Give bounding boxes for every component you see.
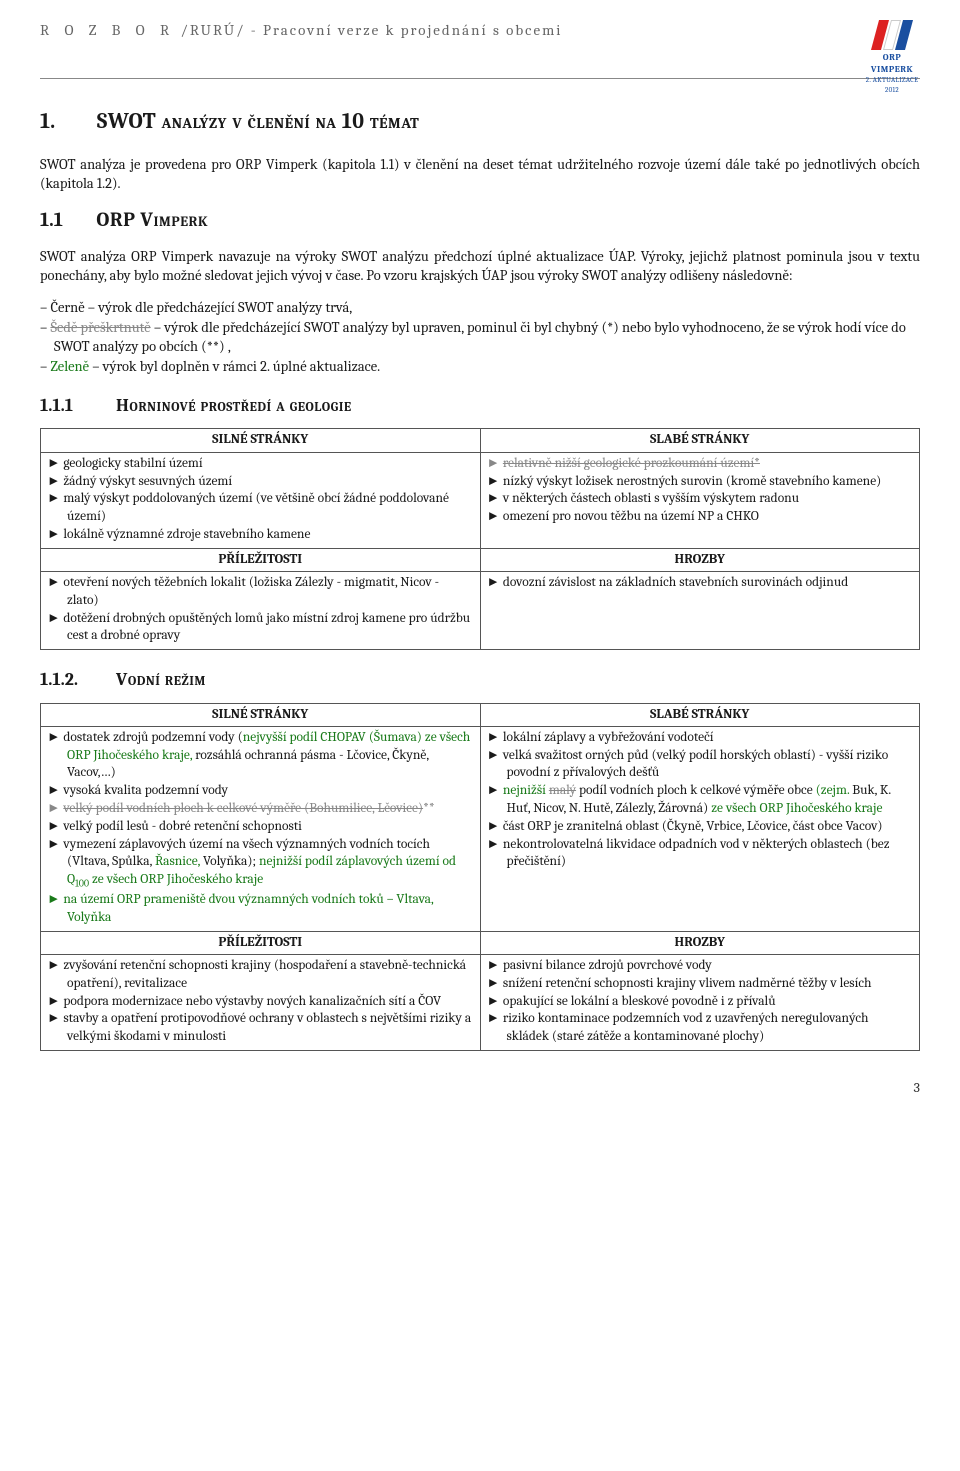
heading-1-1-2-num: 1.1.2. — [40, 668, 112, 692]
swot-list-item: omezení pro novou těžbu na území NP a CH… — [487, 508, 914, 526]
orp-dash-3: – Zeleně – výrok byl doplněn v rámci 2. … — [40, 357, 920, 377]
page-header: R O Z B O R /RURÚ/ - Pracovní verze k pr… — [40, 20, 920, 79]
intro-paragraph: SWOT analýza je provedena pro ORP Vimper… — [40, 155, 920, 194]
heading-1-1-1-text: Horninové prostředí a geologie — [116, 395, 352, 416]
swot-list-item: pasivní bilance zdrojů povrchové vody — [487, 957, 914, 975]
swot-list-item: snížení retenční schopnosti krajiny vliv… — [487, 975, 914, 993]
swot-111-cell-o: otevření nových těžebních lokalit (ložis… — [41, 571, 481, 649]
swot-112-cell-o: zvyšování retenční schopnosti krajiny (h… — [41, 954, 481, 1050]
orp-dash-3-pre: – — [40, 358, 50, 375]
swot-list-item: malý výskyt poddolovaných území (ve větš… — [47, 490, 474, 526]
orp-dash-3-green: Zeleně — [50, 358, 89, 375]
orp-dash-2-strike: Šedě přeškrtnutě — [50, 319, 150, 336]
swot-list-item: zvyšování retenční schopnosti krajiny (h… — [47, 957, 474, 993]
swot-111-cell-t: dovozní závislost na základních stavební… — [480, 571, 920, 649]
swot-list-item: geologicky stabilní území — [47, 455, 474, 473]
logo-line1: ORP VIMPERK — [864, 52, 920, 76]
orp-dash-2-pre: – — [40, 319, 50, 336]
swot-list-item: velký podíl vodních ploch k celkové výmě… — [47, 800, 474, 818]
swot-list-item: velká svažitost orných půd (velký podíl … — [487, 747, 914, 783]
swot-111-cell-s: geologicky stabilní územížádný výskyt se… — [41, 452, 481, 548]
swot-list-item: dostatek zdrojů podzemní vody (nejvyšší … — [47, 729, 474, 782]
swot-list-item: relativně nižší geologické prozkoumání ú… — [487, 455, 914, 473]
orp-dash-2: – Šedě přeškrtnutě – výrok dle předcháze… — [40, 318, 920, 357]
heading-1-1-text: ORP Vimperk — [96, 208, 208, 231]
orp-vimperk-logo: ORP VIMPERK 2. AKTUALIZACE 2012 — [864, 20, 920, 76]
heading-1-1-1-num: 1.1.1 — [40, 394, 112, 418]
heading-1: 1. SWOT analýzy v členění na 10 témat — [40, 107, 920, 137]
swot-112-cell-t: pasivní bilance zdrojů povrchové vodysní… — [480, 954, 920, 1050]
swot-list-item: podpora modernizace nebo výstavby nových… — [47, 993, 474, 1011]
swot-list-item: lokální záplavy a vybřežování vodotečí — [487, 729, 914, 747]
swot-list-item: otevření nových těžebních lokalit (ložis… — [47, 574, 474, 610]
swot-112-header-w: SLABÉ STRÁNKY — [480, 703, 920, 726]
swot-list-item: dovozní závislost na základních stavební… — [487, 574, 914, 592]
swot-111-header-o: PŘÍLEŽITOSTI — [41, 548, 481, 571]
orp-paragraph: SWOT analýza ORP Vimperk navazuje na výr… — [40, 247, 920, 376]
heading-1-1-2: 1.1.2. Vodní režim — [40, 668, 920, 692]
swot-list-item: riziko kontaminace podzemních vod z uzav… — [487, 1010, 914, 1046]
swot-111-header-w: SLABÉ STRÁNKY — [480, 429, 920, 452]
orp-lead: SWOT analýza ORP Vimperk navazuje na výr… — [40, 247, 920, 286]
header-title-rest: /RURÚ/ - Pracovní verze k projednání s o… — [180, 21, 562, 39]
swot-list-item: nekontrolovatelná likvidace odpadních vo… — [487, 836, 914, 872]
logo-stripes-icon — [864, 20, 920, 50]
swot-111-cell-w: relativně nižší geologické prozkoumání ú… — [480, 452, 920, 548]
orp-dash-3-post: – výrok byl doplněn v rámci 2. úplné akt… — [89, 358, 380, 375]
swot-111-header-s: SILNÉ STRÁNKY — [41, 429, 481, 452]
swot-112-cell-w: lokální záplavy a vybřežování vodotečíve… — [480, 726, 920, 931]
swot-112-cell-s: dostatek zdrojů podzemní vody (nejvyšší … — [41, 726, 481, 931]
swot-table-111: SILNÉ STRÁNKY SLABÉ STRÁNKY geologicky s… — [40, 428, 920, 650]
swot-list-item: lokálně významné zdroje stavebního kamen… — [47, 526, 474, 544]
swot-list-item: opakující se lokální a bleskové povodně … — [487, 993, 914, 1011]
swot-list-item: stavby a opatření protipovodňové ochrany… — [47, 1010, 474, 1046]
swot-table-112: SILNÉ STRÁNKY SLABÉ STRÁNKY dostatek zdr… — [40, 703, 920, 1052]
swot-112-header-o: PŘÍLEŽITOSTI — [41, 931, 481, 954]
swot-list-item: vysoká kvalita podzemní vody — [47, 782, 474, 800]
orp-dash-2-post: – výrok dle předcházející SWOT analýzy b… — [54, 319, 906, 356]
swot-list-item: nízký výskyt ložisek nerostných surovin … — [487, 473, 914, 491]
heading-1-1-num: 1.1 — [40, 206, 92, 233]
header-title: R O Z B O R /RURÚ/ - Pracovní verze k pr… — [40, 20, 562, 40]
swot-111-header-t: HROZBY — [480, 548, 920, 571]
swot-list-item: část ORP je zranitelná oblast (Čkyně, Vr… — [487, 818, 914, 836]
heading-1-num: 1. — [40, 107, 92, 137]
heading-1-text: SWOT analýzy v členění na 10 témat — [97, 108, 420, 134]
page-number: 3 — [40, 1079, 920, 1098]
swot-list-item: v některých částech oblasti s vyšším výs… — [487, 490, 914, 508]
header-title-spaced: R O Z B O R — [40, 21, 175, 39]
orp-dash-1: – Černě – výrok dle předcházející SWOT a… — [40, 298, 920, 318]
swot-list-item: na území ORP prameniště dvou významných … — [47, 891, 474, 927]
swot-list-item: dotěžení drobných opuštěných lomů jako m… — [47, 610, 474, 646]
swot-112-header-s: SILNÉ STRÁNKY — [41, 703, 481, 726]
logo-line2: 2. AKTUALIZACE 2012 — [864, 76, 920, 95]
swot-list-item: nejnižší malý podíl vodních ploch k celk… — [487, 782, 914, 818]
swot-list-item: vymezení záplavových území na všech význ… — [47, 836, 474, 892]
swot-112-header-t: HROZBY — [480, 931, 920, 954]
heading-1-1-2-text: Vodní režim — [116, 669, 206, 690]
swot-list-item: žádný výskyt sesuvných území — [47, 473, 474, 491]
heading-1-1: 1.1 ORP Vimperk — [40, 206, 920, 233]
swot-list-item: velký podíl lesů - dobré retenční schopn… — [47, 818, 474, 836]
heading-1-1-1: 1.1.1 Horninové prostředí a geologie — [40, 394, 920, 418]
